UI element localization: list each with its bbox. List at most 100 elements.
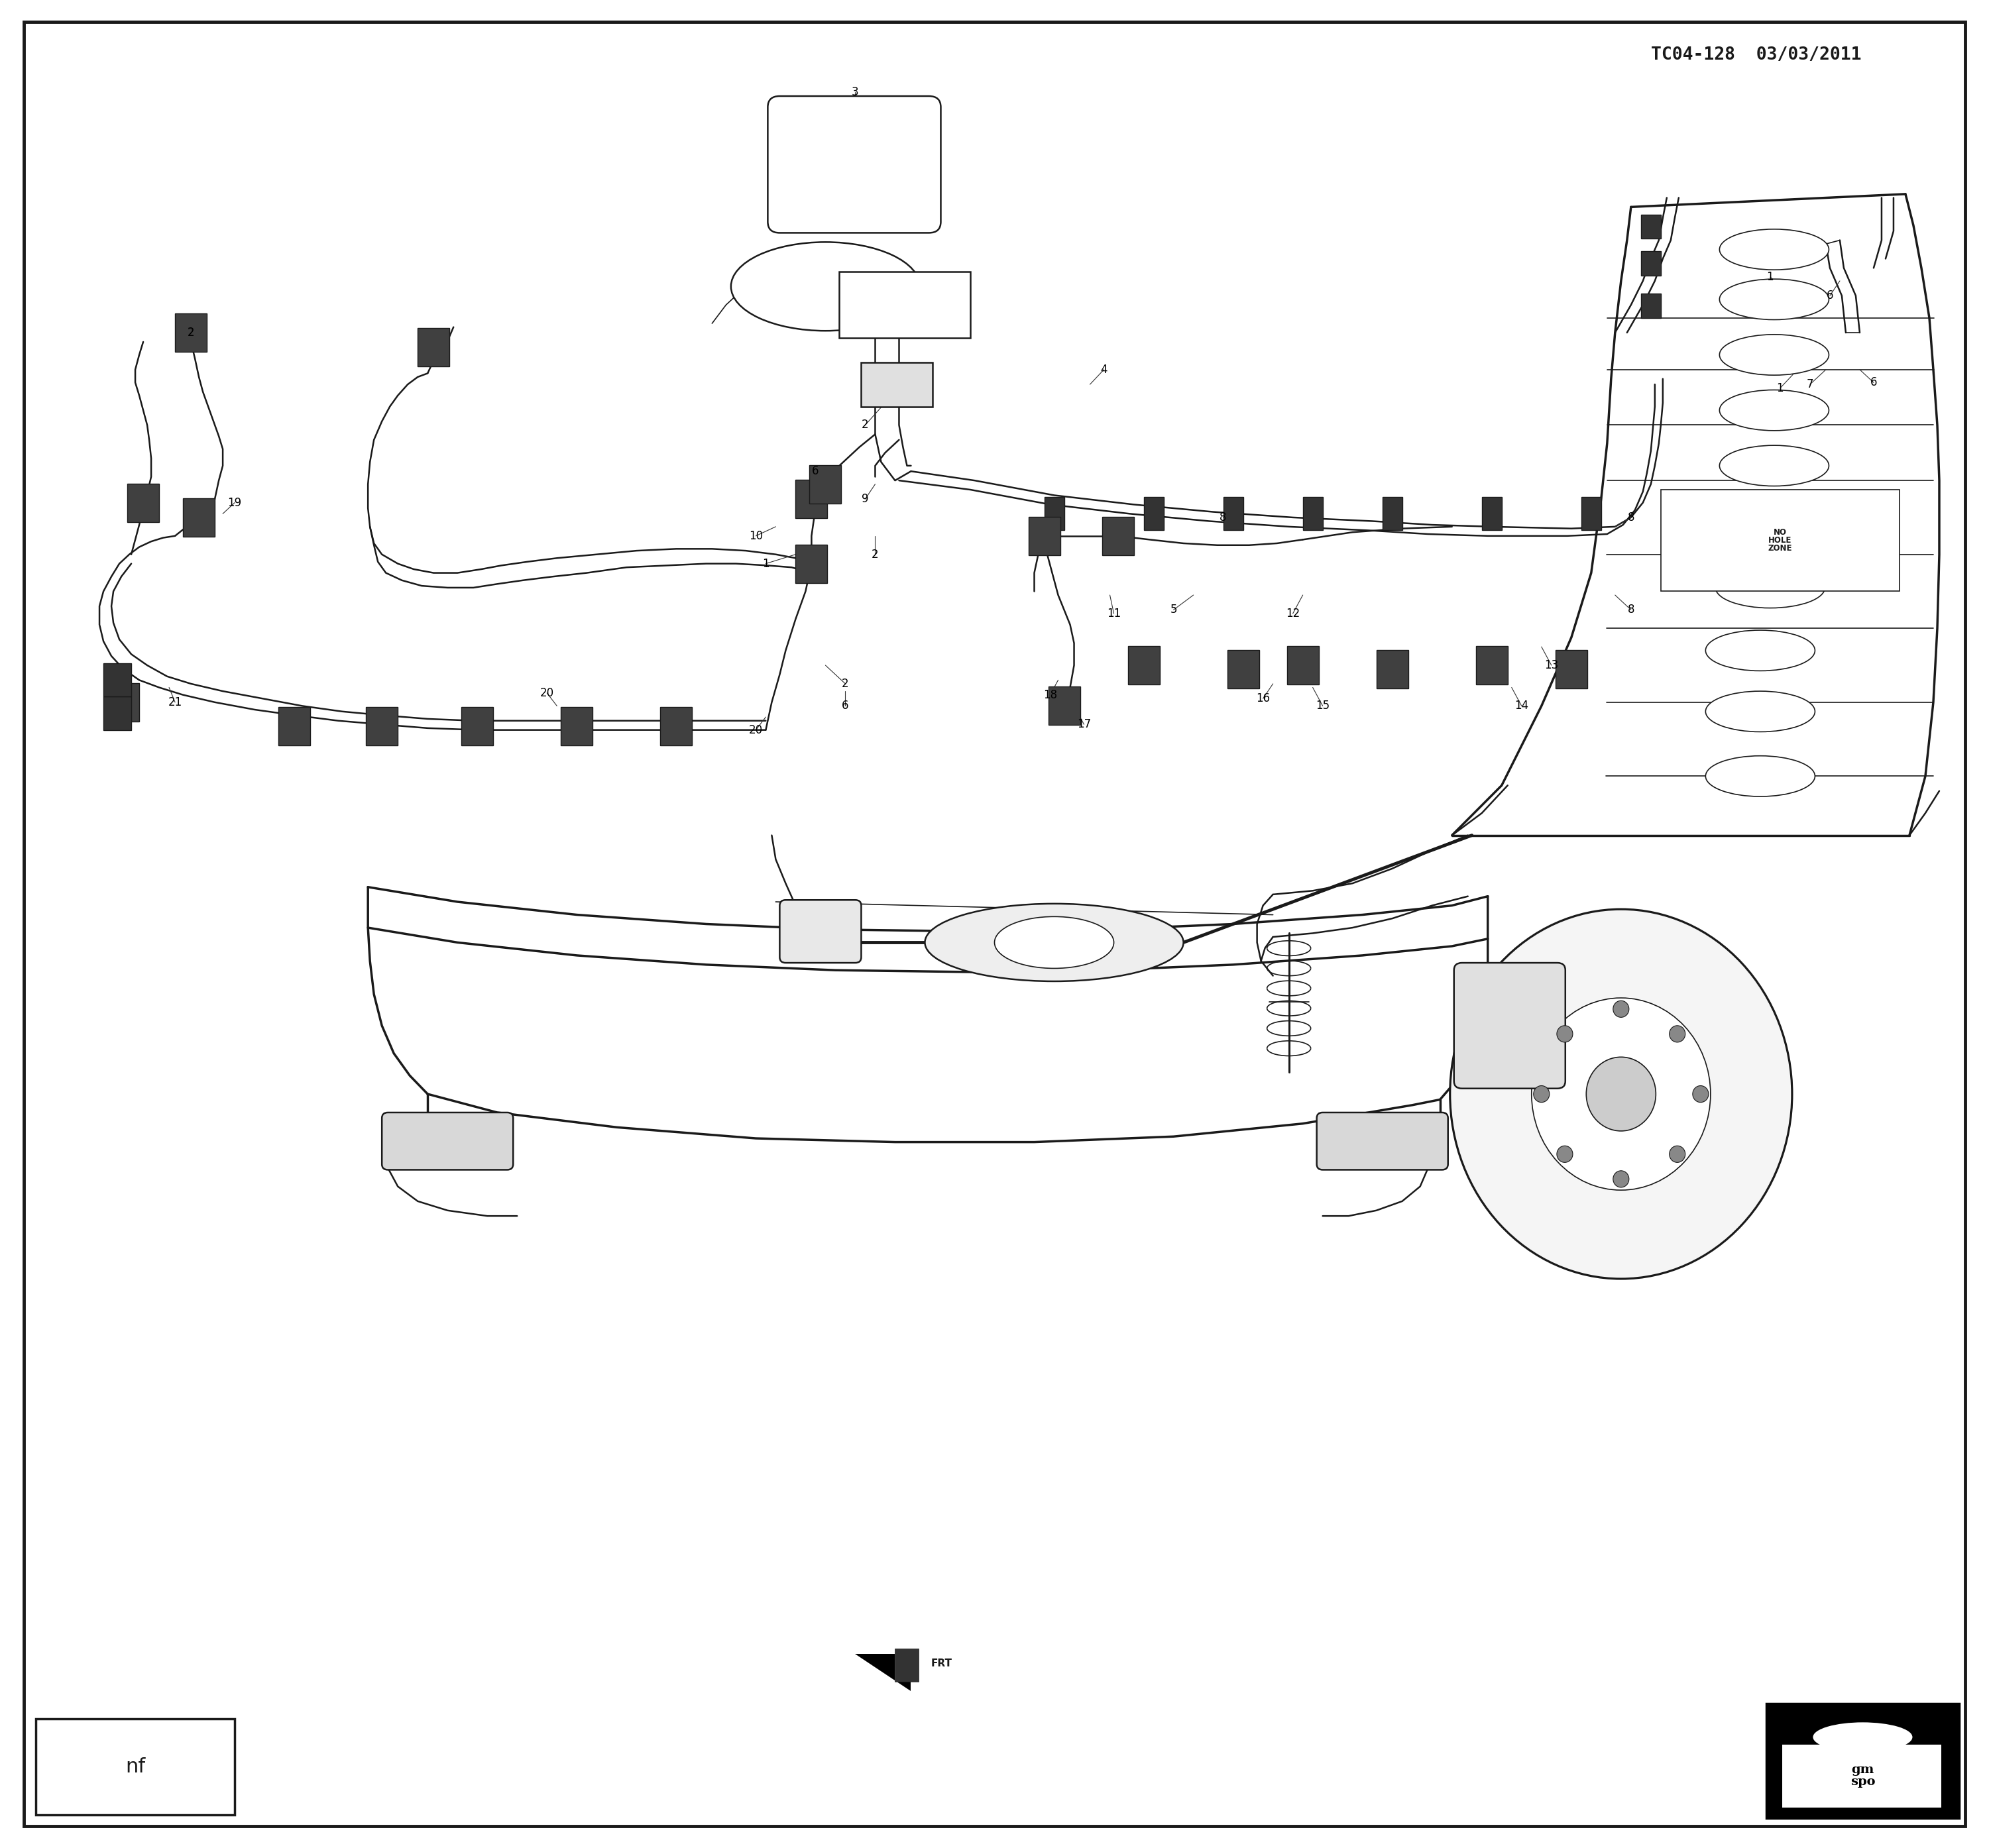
Text: 17: 17 [1076, 719, 1092, 730]
Bar [183, 499, 215, 536]
Bar [1641, 214, 1661, 238]
Ellipse shape [925, 904, 1183, 981]
Bar [1476, 647, 1508, 684]
Bar [418, 329, 450, 366]
Bar [1641, 294, 1661, 318]
Bar [103, 697, 131, 730]
Text: 9: 9 [861, 493, 869, 505]
Bar [1382, 497, 1402, 530]
Bar [660, 708, 692, 745]
Text: TC04-128  03/03/2011: TC04-128 03/03/2011 [1651, 46, 1862, 63]
Ellipse shape [1450, 909, 1792, 1279]
FancyBboxPatch shape [1454, 963, 1565, 1088]
Text: 8: 8 [1627, 604, 1635, 615]
Bar [1227, 650, 1259, 687]
Text: 2: 2 [187, 327, 195, 338]
Text: 10: 10 [748, 530, 764, 541]
FancyBboxPatch shape [839, 272, 971, 338]
Text: 11: 11 [1106, 608, 1122, 619]
Text: gm
spo: gm spo [1850, 1765, 1876, 1787]
Bar [1144, 497, 1164, 530]
Text: 2: 2 [841, 678, 849, 689]
Ellipse shape [1814, 1722, 1913, 1752]
Bar [103, 663, 131, 697]
Ellipse shape [1669, 1146, 1685, 1162]
Text: 2: 2 [871, 549, 879, 560]
Bar [1641, 251, 1661, 275]
Ellipse shape [1718, 334, 1830, 375]
Text: 18: 18 [1042, 689, 1058, 700]
Ellipse shape [1707, 630, 1816, 671]
Text: 8: 8 [1627, 512, 1635, 523]
Bar [561, 708, 593, 745]
Bar [1303, 497, 1323, 530]
Bar [107, 684, 139, 721]
FancyBboxPatch shape [382, 1112, 513, 1170]
Ellipse shape [1707, 691, 1816, 732]
Text: 2: 2 [187, 327, 195, 338]
Text: 12: 12 [1285, 608, 1301, 619]
Bar [1766, 1704, 1959, 1818]
Text: 20: 20 [539, 687, 555, 699]
Text: 19: 19 [227, 497, 243, 508]
Bar [366, 708, 398, 745]
Bar [1048, 687, 1080, 724]
Ellipse shape [1557, 1146, 1573, 1162]
Ellipse shape [1669, 1026, 1685, 1042]
Bar [175, 314, 207, 351]
Text: 6: 6 [841, 700, 849, 711]
Text: 4: 4 [1100, 364, 1108, 375]
Bar [810, 466, 841, 503]
Text: 16: 16 [1255, 693, 1271, 704]
FancyBboxPatch shape [1317, 1112, 1448, 1170]
Ellipse shape [1718, 506, 1830, 547]
Ellipse shape [1557, 1026, 1573, 1042]
Ellipse shape [1718, 445, 1830, 486]
Text: FRT: FRT [931, 1658, 953, 1669]
Bar [1287, 647, 1319, 684]
Bar [895, 1641, 975, 1682]
Text: 1: 1 [1766, 272, 1774, 283]
FancyBboxPatch shape [768, 96, 941, 233]
Bar [1581, 497, 1601, 530]
Ellipse shape [1715, 567, 1826, 608]
Ellipse shape [1587, 1057, 1657, 1131]
Bar [1128, 647, 1160, 684]
Ellipse shape [1613, 1172, 1629, 1188]
Text: 2: 2 [861, 419, 869, 431]
Ellipse shape [1693, 1085, 1709, 1101]
Bar [1028, 517, 1060, 554]
Bar [127, 484, 159, 521]
Text: 6: 6 [812, 466, 819, 477]
Text: 5: 5 [1170, 604, 1177, 615]
Ellipse shape [1718, 229, 1830, 270]
Bar [1776, 1711, 1949, 1811]
Text: 6: 6 [1870, 377, 1878, 388]
Bar [1044, 497, 1064, 530]
Bar [1482, 497, 1502, 530]
Bar [1223, 497, 1243, 530]
Ellipse shape [1718, 390, 1830, 431]
Text: 1: 1 [762, 558, 770, 569]
Text: 13: 13 [1543, 660, 1559, 671]
Bar [278, 708, 310, 745]
Text: 6: 6 [1826, 290, 1834, 301]
Polygon shape [855, 1654, 911, 1691]
Text: 20: 20 [748, 724, 764, 736]
Text: 21: 21 [167, 697, 183, 708]
Text: 3: 3 [851, 87, 859, 98]
Bar [1555, 650, 1587, 687]
Text: 8: 8 [1219, 512, 1227, 523]
Bar [1102, 517, 1134, 554]
Bar [461, 708, 493, 745]
Ellipse shape [1718, 279, 1830, 320]
Bar [796, 480, 827, 517]
Text: 1: 1 [1776, 383, 1784, 394]
Bar [1376, 650, 1408, 687]
Text: 7: 7 [1806, 379, 1814, 390]
Bar [36, 1719, 235, 1815]
Text: 14: 14 [1514, 700, 1530, 711]
Bar [1661, 490, 1899, 591]
Text: 15: 15 [1315, 700, 1331, 711]
Ellipse shape [1532, 998, 1711, 1190]
